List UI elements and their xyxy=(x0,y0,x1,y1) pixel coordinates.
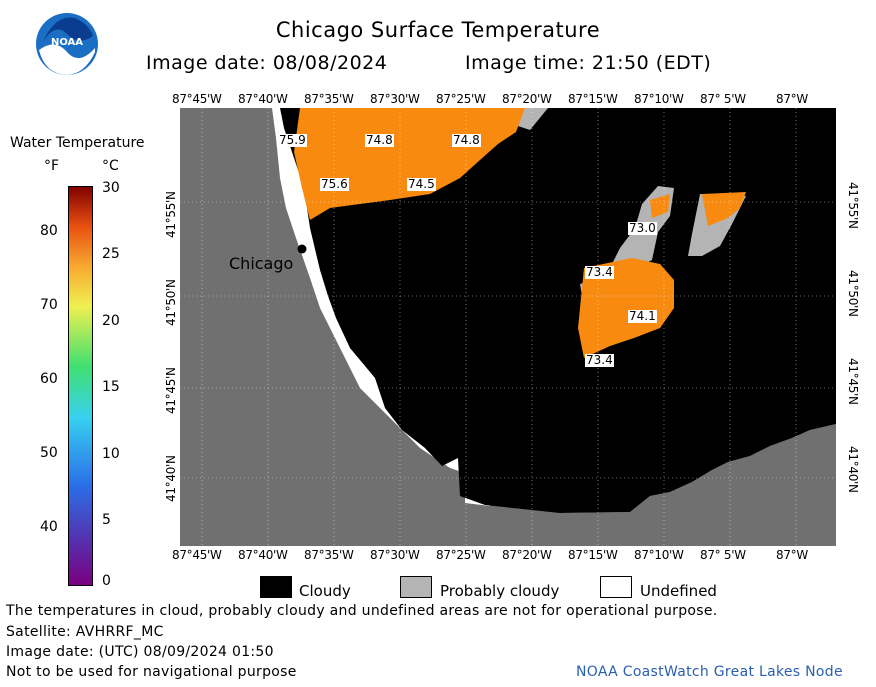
c-tick-25: 25 xyxy=(102,246,120,262)
c-tick-15: 15 xyxy=(102,379,120,395)
c-tick-30: 30 xyxy=(102,180,120,196)
f-tick-50: 50 xyxy=(40,445,58,461)
city-label: Chicago xyxy=(229,254,294,273)
lon-label-bottom: 87°20'W xyxy=(502,548,552,562)
f-tick-80: 80 xyxy=(40,223,58,239)
lat-label-left: 41°40'N xyxy=(164,455,178,502)
temp-label: 73.4 xyxy=(585,265,614,279)
lat-label-left: 41°55'N xyxy=(164,191,178,238)
legend-undefined-swatch xyxy=(600,576,632,598)
lon-label-bottom: 87° 5'W xyxy=(700,548,746,562)
temp-label: 74.1 xyxy=(628,309,657,323)
lon-label-top: 87°40'W xyxy=(238,92,288,106)
lat-label-right: 41°50'N xyxy=(846,270,860,317)
page-title: Chicago Surface Temperature xyxy=(275,18,601,42)
c-tick-20: 20 xyxy=(102,313,120,329)
lon-label-top: 87°35'W xyxy=(304,92,354,106)
colorbar-unit-f: °F xyxy=(44,158,60,174)
lon-label-bottom: 87°30'W xyxy=(370,548,420,562)
lat-label-right: 41°40'N xyxy=(846,446,860,493)
footer-note: The temperatures in cloud, probably clou… xyxy=(6,603,718,619)
lon-label-top: 87°45'W xyxy=(172,92,222,106)
lon-label-bottom: 87°10'W xyxy=(634,548,684,562)
footer-satellite: Satellite: AVHRRF_MC xyxy=(6,624,164,640)
lon-label-top: 87°25'W xyxy=(436,92,486,106)
lat-label-right: 41°55'N xyxy=(846,182,860,229)
legend-cloudy-label: Cloudy xyxy=(299,582,351,600)
temp-label: 75.9 xyxy=(278,133,307,147)
legend-probably-cloudy-swatch xyxy=(400,576,432,598)
legend-probably-cloudy-label: Probably cloudy xyxy=(440,582,560,600)
probably-cloudy-area xyxy=(518,108,548,130)
temp-label: 74.8 xyxy=(365,133,394,147)
graticule xyxy=(180,108,836,546)
lon-label-bottom: 87°15'W xyxy=(568,548,618,562)
lon-label-top: 87°W xyxy=(776,92,808,106)
warm-water-east-3 xyxy=(650,194,670,218)
lat-label-left: 41°45'N xyxy=(164,367,178,414)
temp-label: 74.8 xyxy=(452,133,481,147)
temp-label: 75.6 xyxy=(320,177,349,191)
colorbar xyxy=(68,186,93,586)
warm-water-east-2 xyxy=(702,192,746,226)
lon-label-top: 87°20'W xyxy=(502,92,552,106)
lon-label-top: 87°15'W xyxy=(568,92,618,106)
lon-label-bottom: 87°W xyxy=(776,548,808,562)
c-tick-10: 10 xyxy=(102,446,120,462)
land-east-shore xyxy=(560,424,836,546)
c-tick-0: 0 xyxy=(102,573,111,589)
f-tick-60: 60 xyxy=(40,371,58,387)
image-time: Image time: 21:50 (EDT) xyxy=(465,52,712,74)
footer-navigation: Not to be used for navigational purpose xyxy=(6,664,297,680)
colorbar-title: Water Temperature xyxy=(10,135,145,151)
warm-water-east-1 xyxy=(578,258,674,358)
legend-cloudy-swatch xyxy=(260,576,292,598)
temp-label: 73.0 xyxy=(628,221,657,235)
lat-label-left: 41°50'N xyxy=(164,279,178,326)
colorbar-unit-c: °C xyxy=(102,158,119,174)
noaa-logo: NOAA xyxy=(35,12,99,76)
chicago-marker xyxy=(297,244,307,254)
lon-label-bottom: 87°40'W xyxy=(238,548,288,562)
noaa-logo-text: NOAA xyxy=(51,37,83,48)
lon-label-top: 87°10'W xyxy=(634,92,684,106)
legend-undefined-label: Undefined xyxy=(640,582,717,600)
lon-label-bottom: 87°45'W xyxy=(172,548,222,562)
lat-label-right: 41°45'N xyxy=(846,358,860,405)
lon-label-bottom: 87°25'W xyxy=(436,548,486,562)
image-date: Image date: 08/08/2024 xyxy=(146,52,388,74)
footer-utc-date: Image date: (UTC) 08/09/2024 01:50 xyxy=(6,644,274,660)
temp-label: 74.5 xyxy=(407,177,436,191)
f-tick-70: 70 xyxy=(40,297,58,313)
surface-temperature-map xyxy=(180,108,836,546)
lon-label-top: 87°30'W xyxy=(370,92,420,106)
f-tick-40: 40 xyxy=(40,519,58,535)
temp-label: 73.4 xyxy=(585,353,614,367)
footer-credit: NOAA CoastWatch Great Lakes Node xyxy=(576,664,843,680)
lon-label-top: 87° 5'W xyxy=(700,92,746,106)
c-tick-5: 5 xyxy=(102,512,111,528)
lon-label-bottom: 87°35'W xyxy=(304,548,354,562)
